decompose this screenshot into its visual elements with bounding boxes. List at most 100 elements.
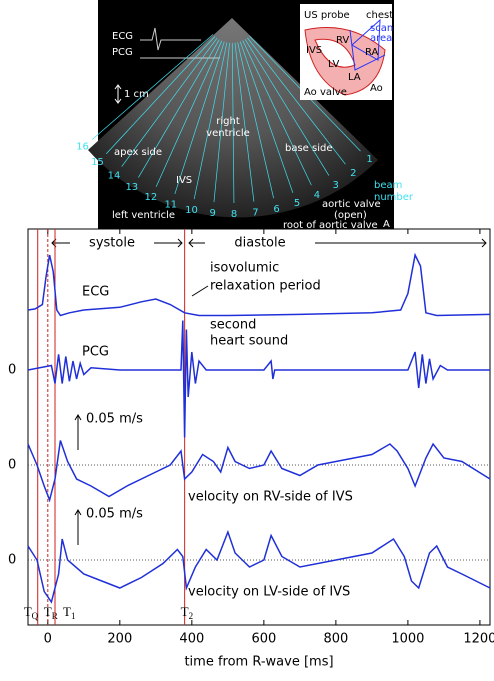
label: right [216,116,240,127]
beam-number: 5 [294,198,300,209]
marker-sub: 2 [189,611,194,621]
trace-label: PCG [82,345,109,360]
x-tick-label: 800 [323,632,348,647]
label: (open) [334,210,367,221]
beam-line [174,41,225,195]
label: area [370,33,392,44]
scan-area [351,18,381,61]
marker-label: TR [44,604,58,621]
beam-number: 9 [209,208,215,219]
marker-letter: T [24,604,32,619]
phase-label: systole [89,236,135,251]
label: PCG [112,47,133,58]
annotation: second [210,318,256,333]
label: number [374,192,414,203]
marker-sub: 1 [71,611,76,621]
y-tick-label: 0 [8,458,16,473]
label: IVS [176,175,192,186]
chart: time from R-wave [ms] systole diastole i… [8,228,494,670]
label: ECG [112,31,133,42]
scale-bar [74,509,82,545]
beam-number: 7 [252,208,258,219]
y-tick-label: 0 [8,553,16,568]
label: A [383,219,390,230]
annotation: isovolumic [210,261,279,276]
marker-label: T1 [63,604,75,621]
beam-line [244,39,330,176]
beam-line [239,41,294,193]
label: 1 cm [124,89,149,100]
trace [27,529,491,604]
plot-frame [27,228,491,626]
label: LA [348,72,361,83]
x-tick-label: 200 [107,632,132,647]
label: scan [370,23,393,34]
mini-traces [140,27,220,59]
scale-arrow [114,84,122,104]
beam-line [237,42,274,199]
phase-label: diastole [234,236,285,251]
y-tick-label: 0 [8,363,16,378]
annotation: heart sound [210,334,288,349]
trace [27,252,491,317]
beam-number: 6 [273,204,279,215]
label: left ventricle [112,210,175,221]
beam-number: 1 [366,154,372,165]
annotation: relaxation period [210,279,321,294]
beam-line [234,42,255,202]
x-tick-label: 600 [251,632,276,647]
beam-line [231,42,235,203]
scale-bar-label: 0.05 m/s [86,412,143,427]
beam-line [247,37,346,165]
beam-line [92,34,214,140]
beam-line [242,40,312,186]
x-tick-label: 400 [179,632,204,647]
x-tick-label: 1000 [391,632,424,647]
beam-number: 10 [185,205,198,216]
beam-line [106,36,216,154]
trace [27,320,490,438]
beam-line [138,39,220,178]
label: apex side [114,147,162,158]
beam-number: 11 [164,199,177,210]
label: LV [328,59,339,70]
label: base side [285,143,333,154]
annotation-arrows [51,238,487,297]
label: Ao [370,83,383,94]
label: chest [366,10,393,21]
beam-number: 14 [108,170,121,181]
label: RV [336,35,349,46]
label: aortic valve [322,199,381,210]
label: RA [365,47,379,58]
marker-letter: T [44,604,52,619]
label: ventricle [206,128,250,139]
inset: US probe chest scan area RV RA IVS LV LA… [300,4,393,100]
chamber [314,38,356,68]
label: beam [374,180,402,191]
trace [27,440,491,503]
marker-label: TQ [24,604,39,621]
label: IVS [306,45,322,56]
beam-number: 15 [91,157,104,168]
marker-letter: T [63,604,71,619]
beam-line [213,42,230,203]
marker-label: T2 [181,604,193,621]
beam-number: 12 [144,192,157,203]
beam-number: 3 [333,180,339,191]
trace-label: velocity on LV-side of IVS [188,585,350,600]
beam-line [193,42,228,200]
scale-bar-label: 0.05 m/s [86,507,143,522]
beam-number: 13 [125,182,138,193]
marker-letter: T [181,604,189,619]
label: root of aortic valve [283,220,378,231]
beam-line [121,37,218,167]
beam-number: 4 [314,190,320,201]
beam-number: 2 [350,168,356,179]
label: Ao valve [304,87,347,98]
scale-bar [74,414,82,450]
x-tick-label: 1200 [463,632,494,647]
trace-label: velocity on RV-side of IVS [188,490,353,505]
x-axis-label: time from R-wave [ms] [184,655,333,670]
label: US probe [304,10,350,21]
